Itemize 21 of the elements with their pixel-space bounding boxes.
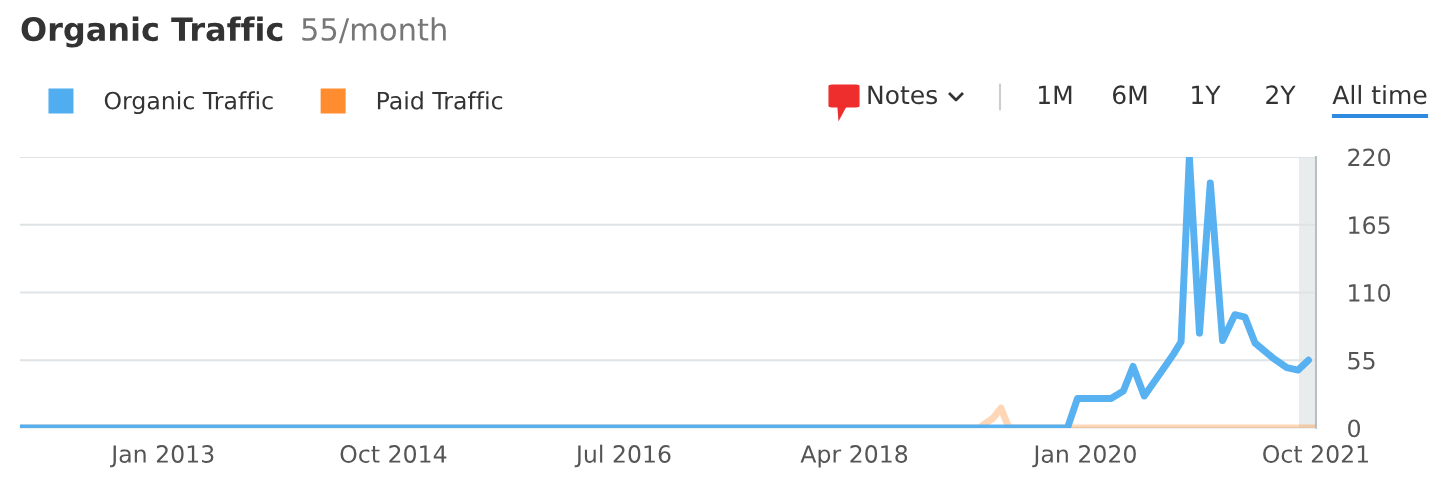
- x-tick-label: Jul 2016: [574, 444, 671, 468]
- text: 2Y: [1266, 85, 1296, 104]
- x-tick-label: Oct 2021: [1263, 445, 1369, 463]
- y-tick-label: 220: [1348, 148, 1391, 167]
- legend-label: Organic Traffic: [104, 91, 273, 115]
- chart-title: Organic Traffic: [21, 16, 283, 48]
- y-tick-label: 165: [1349, 216, 1390, 235]
- y-tick-label: 110: [1349, 283, 1391, 302]
- text: 1Y: [1192, 85, 1221, 104]
- text: Notes: [868, 85, 937, 105]
- text: All time: [1332, 84, 1427, 105]
- y-tick-label: 0: [1348, 419, 1361, 438]
- x-tick-label: Jan 2020: [1032, 445, 1136, 468]
- legend-label: Paid Traffic: [377, 91, 503, 110]
- text: 1M: [1039, 85, 1072, 104]
- text: 6M: [1113, 85, 1147, 105]
- x-tick-label: Oct 2014: [340, 445, 447, 463]
- y-tick-label: 55: [1348, 352, 1375, 370]
- chart-subtitle: 55/month: [302, 17, 446, 44]
- x-tick-label: Apr 2018: [800, 445, 908, 468]
- x-tick-label: Jan 2013: [110, 445, 214, 468]
